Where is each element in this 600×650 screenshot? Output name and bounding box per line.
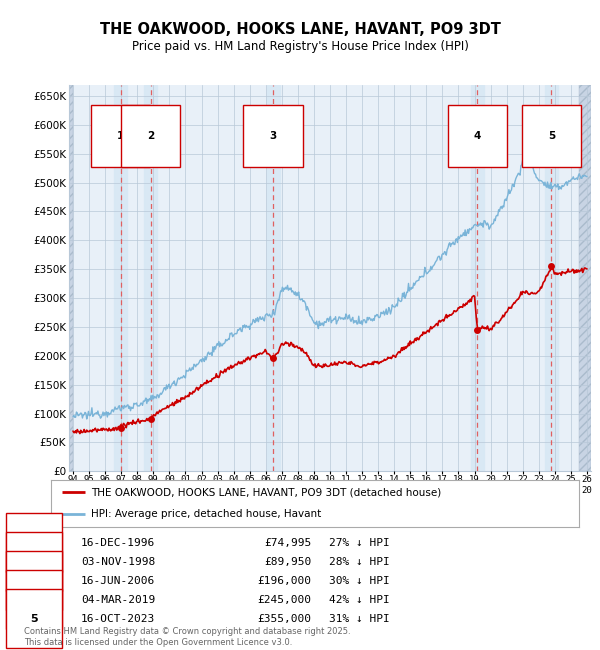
Text: 1: 1: [30, 538, 38, 547]
Bar: [471, 84, 484, 471]
Text: £355,000: £355,000: [257, 614, 311, 624]
Text: 42% ↓ HPI: 42% ↓ HPI: [329, 595, 389, 604]
Bar: [579, 84, 591, 471]
Text: 3: 3: [30, 576, 38, 586]
Text: THE OAKWOOD, HOOKS LANE, HAVANT, PO9 3DT (detached house): THE OAKWOOD, HOOKS LANE, HAVANT, PO9 3DT…: [91, 488, 441, 497]
Text: 2: 2: [30, 556, 38, 567]
Bar: [69, 84, 73, 471]
Text: 1: 1: [117, 131, 124, 142]
Text: 16-OCT-2023: 16-OCT-2023: [81, 614, 155, 624]
Bar: [545, 84, 558, 471]
Text: 5: 5: [30, 614, 38, 624]
Text: 4: 4: [30, 595, 38, 604]
Text: £74,995: £74,995: [264, 538, 311, 547]
Text: THE OAKWOOD, HOOKS LANE, HAVANT, PO9 3DT: THE OAKWOOD, HOOKS LANE, HAVANT, PO9 3DT: [100, 21, 500, 37]
Bar: [145, 84, 157, 471]
Text: HPI: Average price, detached house, Havant: HPI: Average price, detached house, Hava…: [91, 509, 321, 519]
Text: £196,000: £196,000: [257, 576, 311, 586]
Text: 30% ↓ HPI: 30% ↓ HPI: [329, 576, 389, 586]
Text: £245,000: £245,000: [257, 595, 311, 604]
Bar: [267, 84, 280, 471]
Text: Contains HM Land Registry data © Crown copyright and database right 2025.
This d: Contains HM Land Registry data © Crown c…: [24, 627, 350, 647]
Text: 16-JUN-2006: 16-JUN-2006: [81, 576, 155, 586]
Bar: [114, 84, 127, 471]
Text: 4: 4: [473, 131, 481, 142]
Text: 31% ↓ HPI: 31% ↓ HPI: [329, 614, 389, 624]
Text: 04-MAR-2019: 04-MAR-2019: [81, 595, 155, 604]
Text: Price paid vs. HM Land Registry's House Price Index (HPI): Price paid vs. HM Land Registry's House …: [131, 40, 469, 53]
Text: 3: 3: [269, 131, 277, 142]
Text: 03-NOV-1998: 03-NOV-1998: [81, 556, 155, 567]
Text: 28% ↓ HPI: 28% ↓ HPI: [329, 556, 389, 567]
Text: 5: 5: [548, 131, 555, 142]
Text: £89,950: £89,950: [264, 556, 311, 567]
Text: 16-DEC-1996: 16-DEC-1996: [81, 538, 155, 547]
Text: 27% ↓ HPI: 27% ↓ HPI: [329, 538, 389, 547]
Text: 2: 2: [147, 131, 154, 142]
